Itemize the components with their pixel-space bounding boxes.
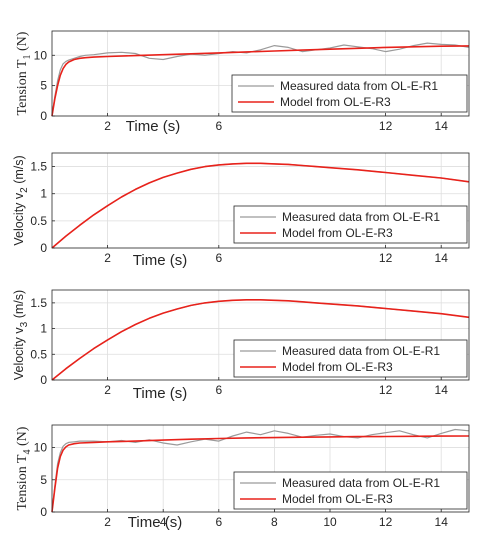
x-tick-label: 14 <box>435 119 449 133</box>
x-tick-label: 14 <box>435 251 449 265</box>
y-tick-label: 1.5 <box>30 160 47 174</box>
y-axis-label-unit: (N) <box>15 31 30 54</box>
y-tick-label: 5 <box>40 473 47 487</box>
y-tick-label: 0.5 <box>30 347 47 361</box>
x-tick-label: 12 <box>379 515 393 529</box>
axes-box <box>51 152 470 249</box>
x-axis-label: Time (s) <box>126 118 180 135</box>
y-tick-label: 0 <box>40 373 47 387</box>
y-axis-label-main: Velocity v <box>12 327 26 381</box>
y-tick-label: 10 <box>34 441 48 455</box>
x-tick-label: 2 <box>104 119 111 133</box>
legend-label: Measured data from OL-E-R1 <box>282 344 440 358</box>
legend: Measured data from OL-E-R1 Model from OL-… <box>233 205 468 244</box>
legend-label: Measured data from OL-E-R1 <box>280 79 438 93</box>
x-tick-label: 12 <box>379 383 393 397</box>
y-axis-label: Velocity v2 (m/s) <box>12 155 30 245</box>
y-axis-label-subscript: 1 <box>22 55 33 60</box>
series-line-model <box>51 162 470 249</box>
x-tick-label: 6 <box>215 515 222 529</box>
legend-label: Measured data from OL-E-R1 <box>282 210 440 224</box>
y-axis-label-unit: (m/s) <box>12 290 26 322</box>
series-line-model <box>51 298 470 381</box>
y-axis-label-main: Tension T <box>15 454 30 510</box>
legend-box <box>233 471 468 510</box>
x-tick-label: 12 <box>379 251 393 265</box>
x-axis-label: Time (s) <box>133 252 187 269</box>
y-axis-label: Tension T4 (N) <box>15 426 33 510</box>
x-tick-label: 4 <box>160 515 167 529</box>
series-line-model <box>51 435 470 513</box>
legend-box <box>231 74 468 113</box>
legend-label: Model from OL-E-R3 <box>280 95 391 109</box>
y-tick-label: 0 <box>40 241 47 255</box>
y-axis-label: Velocity v3 (m/s) <box>12 290 30 380</box>
y-tick-label: 10 <box>34 48 48 62</box>
legend-box <box>233 205 468 244</box>
x-tick-label: 2 <box>104 251 111 265</box>
y-axis-label-unit: (N) <box>15 426 30 449</box>
x-axis-label: Time (s) <box>133 385 187 402</box>
axes-box <box>51 424 470 513</box>
y-tick-label: 1.5 <box>30 296 47 310</box>
y-axis-label-main: Tension T <box>15 59 30 115</box>
series-line-measured <box>51 428 470 513</box>
legend-label: Model from OL-E-R3 <box>282 492 393 506</box>
legend: Measured data from OL-E-R1 Model from OL-… <box>233 339 468 378</box>
legend-box <box>233 339 468 378</box>
series-line-model <box>51 45 470 117</box>
legend-label: Model from OL-E-R3 <box>282 360 393 374</box>
y-axis-label-subscript: 3 <box>19 321 30 327</box>
legend: Measured data from OL-E-R1 Model from OL-… <box>233 471 468 510</box>
x-tick-label: 6 <box>215 251 222 265</box>
y-tick-label: 1 <box>40 187 47 201</box>
y-tick-label: 0 <box>40 109 47 123</box>
x-tick-label: 2 <box>104 515 111 529</box>
y-axis-label: Tension T1 (N) <box>15 31 33 115</box>
y-tick-label: 0 <box>40 505 47 519</box>
x-tick-label: 8 <box>271 515 278 529</box>
x-tick-label: 12 <box>379 119 393 133</box>
legend-label: Measured data from OL-E-R1 <box>282 476 440 490</box>
y-axis-label-subscript: 4 <box>22 450 33 455</box>
legend: Measured data from OL-E-R1 Model from OL-… <box>231 74 468 113</box>
axes-box <box>51 30 470 117</box>
x-axis-label: Time (s) <box>128 514 182 531</box>
y-tick-label: 5 <box>40 79 47 93</box>
x-tick-label: 6 <box>215 383 222 397</box>
series-line-measured <box>51 42 470 117</box>
y-axis-label-unit: (m/s) <box>12 155 26 187</box>
x-tick-label: 6 <box>215 119 222 133</box>
y-axis-label-subscript: 2 <box>19 187 30 193</box>
axes-box <box>51 289 470 381</box>
x-tick-label: 10 <box>323 515 337 529</box>
x-tick-label: 2 <box>104 383 111 397</box>
legend-label: Model from OL-E-R3 <box>282 226 393 240</box>
x-tick-label: 14 <box>435 383 449 397</box>
y-tick-label: 1 <box>40 322 47 336</box>
y-axis-label-main: Velocity v <box>12 192 26 246</box>
y-tick-label: 0.5 <box>30 214 47 228</box>
x-tick-label: 14 <box>435 515 449 529</box>
